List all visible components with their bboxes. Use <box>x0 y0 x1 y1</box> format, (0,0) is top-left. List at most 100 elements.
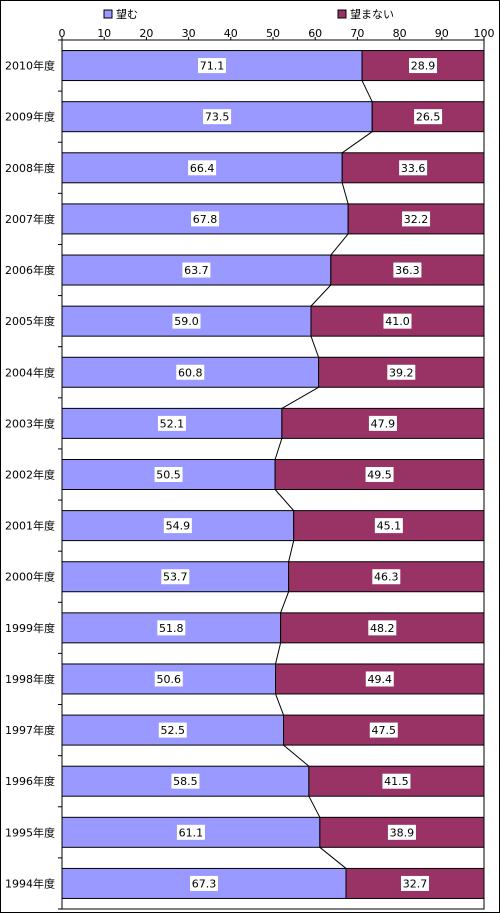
data-label-box <box>190 875 219 891</box>
data-label-box <box>372 569 401 585</box>
bar-11-series-0 <box>61 612 282 644</box>
data-label: 48.2 <box>370 622 395 635</box>
category-label: 2007年度 <box>5 212 55 226</box>
category-label: 2003年度 <box>5 416 55 430</box>
series-line <box>310 284 332 307</box>
data-label-box <box>399 160 428 176</box>
bar-7-series-1 <box>281 407 485 439</box>
series-line <box>310 335 320 358</box>
data-label: 49.5 <box>367 469 392 482</box>
category-label: 1998年度 <box>5 672 55 686</box>
data-label: 26.5 <box>416 111 441 124</box>
data-label-box <box>409 58 438 74</box>
data-label-box <box>158 722 187 738</box>
data-label: 49.4 <box>368 673 393 686</box>
data-label-box <box>154 467 183 482</box>
data-label: 67.3 <box>192 877 217 890</box>
series-line <box>281 386 319 409</box>
data-label-box <box>383 313 412 329</box>
category-label: 1996年度 <box>5 774 55 788</box>
legend-entry-0: 望む <box>116 8 138 21</box>
series-line <box>275 693 285 716</box>
x-tick-label: 90 <box>435 27 449 40</box>
data-label-box <box>387 364 416 380</box>
x-tick-label: 10 <box>97 27 111 40</box>
data-label-box <box>365 671 394 687</box>
data-label: 41.0 <box>385 315 410 328</box>
x-tick-label: 100 <box>474 27 495 40</box>
data-label: 32.2 <box>404 213 429 226</box>
x-tick-label: 20 <box>139 27 153 40</box>
data-label-box <box>154 671 183 687</box>
data-label: 51.8 <box>159 622 184 635</box>
x-tick-label: 80 <box>393 27 407 40</box>
data-label-box <box>369 722 398 738</box>
data-label-box <box>387 824 416 840</box>
data-label-box <box>203 109 232 125</box>
series-line <box>341 182 349 205</box>
series-line <box>288 540 295 562</box>
data-label: 46.3 <box>374 571 399 584</box>
data-label: 61.1 <box>179 826 204 839</box>
category-label: 2010年度 <box>5 59 55 73</box>
category-label: 1997年度 <box>5 723 55 737</box>
category-label: 1995年度 <box>5 825 55 839</box>
data-label-box <box>368 415 397 431</box>
data-label-box <box>191 211 220 227</box>
data-label: 71.1 <box>200 60 225 73</box>
data-label: 54.9 <box>166 520 191 533</box>
data-label: 33.6 <box>401 162 426 175</box>
legend-swatch-0 <box>103 9 113 19</box>
data-label-box <box>365 467 394 482</box>
x-tick-label: 70 <box>350 27 364 40</box>
category-label: 2004年度 <box>5 365 55 379</box>
data-label: 52.1 <box>160 417 185 430</box>
bar-14-series-0 <box>61 765 310 797</box>
data-label-box <box>188 160 217 176</box>
data-label: 50.5 <box>156 469 181 482</box>
data-label-box <box>198 58 227 74</box>
data-label: 67.8 <box>193 213 218 226</box>
series-line <box>274 489 295 511</box>
data-label: 50.6 <box>157 673 182 686</box>
data-label-box <box>368 620 397 636</box>
bar-14-series-1 <box>308 765 485 797</box>
data-label: 47.9 <box>371 417 396 430</box>
data-label-box <box>401 875 430 891</box>
data-label: 41.5 <box>384 775 409 788</box>
data-label: 32.7 <box>403 877 428 890</box>
bar-4-series-1 <box>330 254 485 286</box>
category-label: 2001年度 <box>5 519 55 533</box>
data-label-box <box>161 569 190 585</box>
data-label: 59.0 <box>174 315 199 328</box>
data-label-box <box>402 211 431 227</box>
category-label: 2008年度 <box>5 161 55 175</box>
data-label-box <box>374 518 403 534</box>
series-line <box>330 233 349 256</box>
data-label: 52.5 <box>161 724 186 737</box>
x-tick-label: 60 <box>308 27 322 40</box>
series-line <box>280 591 290 614</box>
data-label-box <box>163 518 192 534</box>
x-tick-label: 0 <box>59 27 66 40</box>
category-label: 2002年度 <box>5 468 55 482</box>
data-label-box <box>393 262 422 278</box>
series-line <box>319 846 347 869</box>
x-tick-label: 30 <box>182 27 196 40</box>
data-label: 45.1 <box>377 520 402 533</box>
series-line <box>274 438 283 460</box>
data-label: 73.5 <box>205 111 230 124</box>
category-label: 2006年度 <box>5 263 55 277</box>
legend-entry-1: 望まない <box>350 8 394 21</box>
data-label: 53.7 <box>163 571 188 584</box>
data-label: 39.2 <box>389 366 414 379</box>
data-label-box <box>157 620 186 636</box>
category-label: 1994年度 <box>5 876 55 890</box>
data-label: 38.9 <box>390 826 415 839</box>
category-label: 1999年度 <box>5 621 55 635</box>
category-label: 2000年度 <box>5 570 55 584</box>
data-label-box <box>414 109 443 125</box>
data-label-box <box>176 364 205 380</box>
